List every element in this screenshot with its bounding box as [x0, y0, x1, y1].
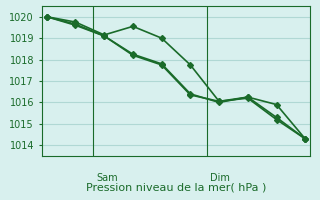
Text: Sam: Sam — [96, 173, 117, 183]
Text: Pression niveau de la mer( hPa ): Pression niveau de la mer( hPa ) — [86, 183, 266, 193]
Text: Dim: Dim — [210, 173, 229, 183]
